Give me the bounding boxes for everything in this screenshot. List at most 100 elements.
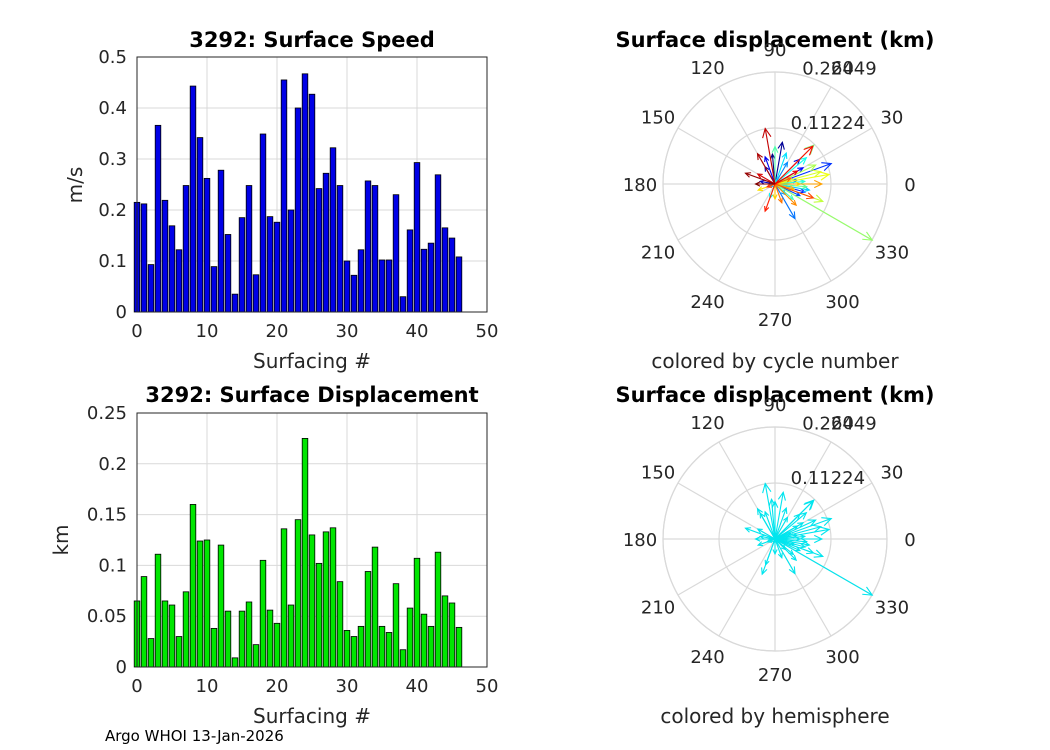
polar-hemisphere-chart: Surface displacement (km) colored by hem…: [615, 383, 934, 728]
polar-cycle-angle-label: 150: [641, 108, 675, 129]
polar-cycle-arrow-head: [764, 205, 770, 213]
speed-bar: [280, 79, 288, 313]
polar-cycle-arrow-head: [792, 170, 799, 176]
polar-hemisphere-arrow-shaft: [774, 507, 787, 540]
polar-hemisphere-arrow: [774, 500, 814, 540]
polar-cycle-arrow: [774, 183, 815, 200]
polar-cycle-arrow-head: [758, 179, 766, 185]
displacement-bar: [315, 562, 323, 668]
displacement-bar: [217, 544, 225, 668]
displacement-ytick-label: 0.25: [87, 403, 127, 424]
displacement-bar: [357, 625, 365, 668]
polar-cycle-arrow-shaft: [774, 170, 798, 185]
displacement-xtick-label: 50: [476, 676, 499, 697]
polar-hemisphere-arrow-shaft: [770, 499, 776, 540]
displacement-bar: [308, 534, 316, 668]
displacement-bar: [427, 625, 435, 668]
polar-hemisphere-arrow-head: [799, 534, 807, 540]
speed-bar: [420, 248, 428, 313]
polar-cycle-arrow-head: [771, 145, 779, 153]
polar-hemisphere-arrow-head: [783, 516, 789, 523]
polar-hemisphere-arrow-shaft: [774, 526, 821, 540]
polar-cycle-arrow: [756, 152, 776, 185]
polar-hemisphere-arrow-shaft: [774, 500, 814, 540]
polar-cycle-arrow: [744, 172, 776, 185]
speed-xtick-label: 30: [336, 321, 359, 342]
polar-cycle-arrow-head: [785, 177, 793, 183]
speed-bar-chart: 3292: Surface Speed Surfacing # m/s 0 10 2…: [63, 28, 498, 373]
polar-hemisphere-arrow-head: [804, 499, 815, 510]
polar-hemisphere-arrow-head: [764, 510, 770, 518]
displacement-bar: [434, 551, 442, 668]
displacement-bar: [413, 557, 421, 668]
polar-hemisphere-arrow-head: [781, 506, 788, 515]
polar-cycle-arrow-head: [804, 144, 815, 155]
polar-hemisphere-arrow-head: [788, 566, 796, 575]
displacement-bar: [252, 644, 260, 668]
polar-cycle-arrow: [774, 183, 874, 241]
polar-cycle-arrow-head: [814, 179, 824, 189]
polar-cycle-arrow-head: [801, 183, 809, 190]
polar-hemisphere-arrow-shaft: [774, 517, 788, 540]
displacement-bar: [371, 546, 379, 668]
polar-cycle-arrow-head: [788, 211, 796, 220]
polar-cycle-arrow-head: [783, 161, 789, 168]
polar-hemisphere-arrow-head: [819, 526, 831, 536]
polar-hemisphere-arrow-head: [744, 527, 752, 533]
speed-bar: [217, 169, 225, 313]
polar-hemisphere-angle-label: 300: [825, 647, 859, 668]
speed-xtick-label: 0: [131, 321, 142, 342]
polar-hemisphere-arrow: [775, 534, 824, 544]
speed-bar: [413, 162, 421, 313]
displacement-bar: [245, 601, 253, 668]
polar-hemisphere-arrow-shaft: [774, 538, 783, 558]
polar-cycle-arrow: [774, 145, 814, 185]
polar-hemisphere-angle-label: 60: [831, 413, 854, 434]
speed-bar: [371, 185, 379, 313]
polar-cycle-range-label: 0.22449: [802, 58, 876, 79]
polar-hemisphere-arrow-shaft: [774, 538, 873, 596]
footer-credit: Argo WHOI 13-Jan-2026: [105, 727, 284, 745]
speed-bar: [154, 124, 162, 313]
displacement-xtick-label: 0: [131, 676, 142, 697]
polar-hemisphere-arrow-shaft: [774, 528, 830, 540]
speed-ytick-label: 0.4: [98, 98, 127, 119]
polar-hemisphere-arrow-head: [807, 519, 817, 527]
polar-cycle-arrow: [774, 156, 808, 185]
polar-hemisphere-arrow: [764, 510, 776, 540]
polar-cycle-arrow-head: [770, 152, 776, 160]
polar-hemisphere-arrow-shaft: [774, 512, 807, 540]
speed-bar: [315, 188, 323, 313]
displacement-bar: [385, 632, 393, 668]
speed-bar: [322, 172, 330, 313]
polar-cycle-arrow-shaft: [774, 142, 783, 185]
polar-cycle-arrow: [774, 140, 785, 185]
polar-cycle-angle-label: 60: [831, 58, 854, 79]
speed-bar: [252, 274, 260, 313]
polar-cycle-arrow-head: [797, 167, 805, 173]
polar-hemisphere-arrow-head: [790, 554, 798, 562]
polar-hemisphere-arrow: [774, 538, 783, 559]
polar-hemisphere-arrow-shaft: [774, 492, 784, 540]
polar-hemisphere-arrow-head: [806, 547, 815, 555]
polar-hemisphere-arrow-head: [821, 517, 833, 526]
speed-bar: [385, 259, 393, 313]
displacement-bar: [301, 437, 309, 668]
speed-chart-ylabel: m/s: [63, 167, 87, 204]
polar-hemisphere-arrow-head: [761, 567, 768, 576]
speed-bar: [245, 185, 253, 313]
speed-bar: [392, 194, 400, 313]
polar-hemisphere-arrow: [774, 538, 815, 555]
polar-cycle-arrow-shaft: [757, 153, 776, 185]
polar-cycle-arrow-head: [777, 140, 785, 150]
displacement-bar: [210, 627, 218, 668]
speed-bar: [273, 221, 281, 313]
displacement-bar: [329, 527, 337, 668]
polar-hemisphere-arrow: [774, 506, 788, 540]
speed-bar: [203, 177, 211, 313]
displacement-bar: [364, 571, 372, 668]
polar-cycle-arrow: [774, 183, 783, 204]
speed-bar: [378, 259, 386, 313]
polar-hemisphere-angle-label: 120: [690, 413, 724, 434]
